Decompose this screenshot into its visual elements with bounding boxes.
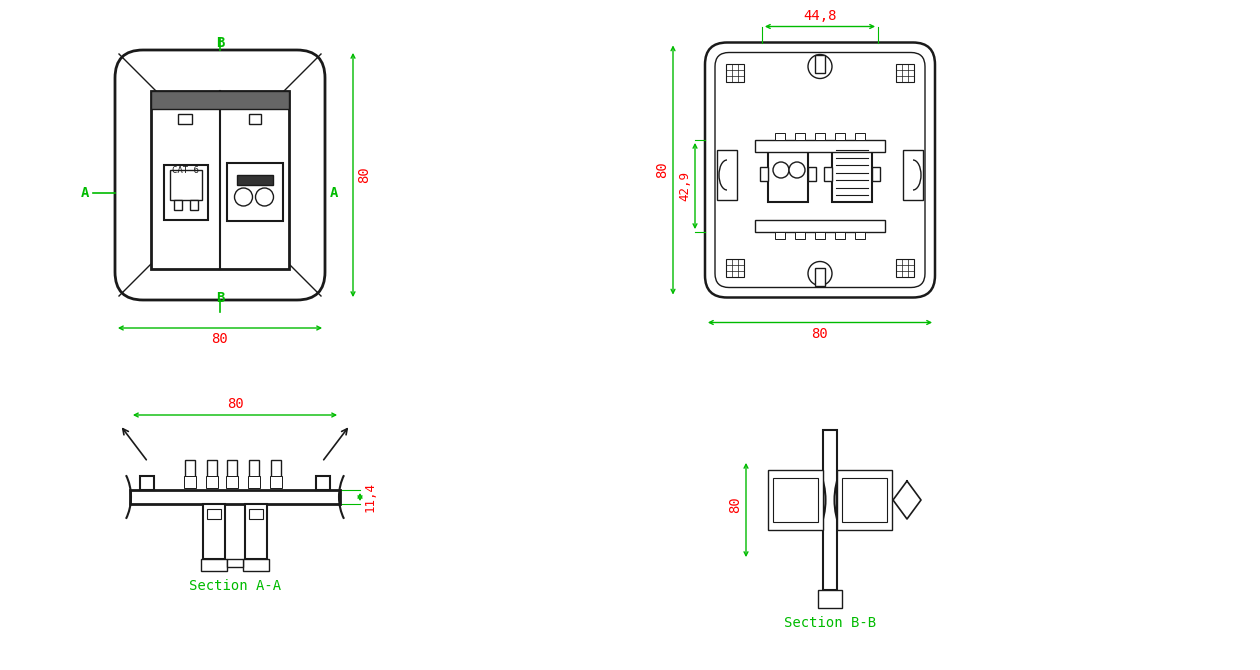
Text: CAT 6: CAT 6 — [171, 166, 198, 175]
Text: 44,8: 44,8 — [804, 9, 837, 23]
Bar — [775, 133, 785, 140]
Bar — [249, 460, 260, 478]
Bar — [856, 133, 866, 140]
Bar — [130, 490, 340, 504]
Bar — [151, 91, 289, 269]
Bar — [189, 200, 198, 210]
Bar — [170, 170, 202, 200]
Bar — [203, 504, 226, 559]
Bar — [755, 140, 885, 152]
Bar — [249, 509, 263, 519]
Bar — [205, 476, 218, 488]
Bar — [769, 470, 823, 530]
Text: 80: 80 — [811, 326, 828, 340]
Bar — [903, 150, 924, 200]
Circle shape — [808, 54, 832, 78]
Bar — [227, 163, 282, 221]
Bar — [896, 259, 913, 277]
Bar — [795, 133, 805, 140]
Text: 11,4: 11,4 — [364, 482, 377, 512]
Bar — [244, 504, 267, 559]
Text: @taepo.com: @taepo.com — [164, 147, 256, 163]
Text: 80: 80 — [728, 496, 742, 513]
Bar — [237, 175, 272, 185]
Bar — [872, 167, 879, 181]
Text: B: B — [215, 36, 224, 50]
Text: Section B-B: Section B-B — [784, 616, 876, 630]
Bar — [227, 460, 237, 478]
Bar — [316, 476, 330, 490]
Bar — [815, 232, 825, 239]
Bar — [755, 220, 885, 232]
Bar — [896, 64, 913, 82]
Text: Section A-A: Section A-A — [189, 579, 281, 593]
Bar — [207, 460, 217, 478]
FancyBboxPatch shape — [706, 42, 935, 297]
Bar — [207, 509, 220, 519]
Bar — [184, 476, 197, 488]
Bar — [140, 476, 154, 490]
Text: 80: 80 — [227, 397, 243, 411]
Bar — [818, 590, 842, 608]
Bar — [248, 476, 260, 488]
Circle shape — [234, 188, 252, 206]
Bar — [856, 232, 866, 239]
Circle shape — [789, 162, 805, 178]
Bar — [202, 559, 227, 571]
Bar — [174, 200, 181, 210]
Bar — [726, 64, 743, 82]
Bar — [775, 232, 785, 239]
Bar — [271, 460, 281, 478]
Bar — [227, 559, 243, 567]
Text: A: A — [330, 186, 339, 200]
Bar — [151, 91, 289, 109]
Bar — [815, 133, 825, 140]
Bar — [772, 478, 818, 522]
Bar — [835, 232, 845, 239]
Bar — [270, 476, 282, 488]
Bar — [823, 430, 837, 590]
Bar — [835, 133, 845, 140]
Bar — [795, 232, 805, 239]
FancyBboxPatch shape — [115, 50, 325, 300]
Text: 80: 80 — [655, 161, 669, 178]
Text: 80: 80 — [357, 167, 370, 184]
Bar — [769, 147, 808, 202]
Bar — [726, 259, 743, 277]
Text: 42,9: 42,9 — [678, 171, 690, 201]
Bar — [837, 470, 892, 530]
Bar — [815, 54, 825, 72]
Bar — [824, 167, 832, 181]
Bar — [248, 114, 261, 124]
Bar — [842, 478, 887, 522]
Bar — [815, 267, 825, 285]
FancyBboxPatch shape — [714, 52, 925, 287]
Bar — [178, 114, 192, 124]
Bar — [164, 165, 208, 220]
Bar — [243, 559, 268, 571]
Circle shape — [808, 261, 832, 285]
Bar — [808, 167, 816, 181]
Text: @taepo.com: @taepo.com — [785, 182, 876, 198]
Bar — [185, 460, 195, 478]
Bar — [760, 167, 769, 181]
Bar — [226, 476, 238, 488]
Text: A: A — [81, 186, 89, 200]
Text: 80: 80 — [212, 332, 228, 346]
Circle shape — [772, 162, 789, 178]
Bar — [717, 150, 737, 200]
Bar — [832, 147, 872, 202]
Text: B: B — [215, 291, 224, 305]
Circle shape — [256, 188, 273, 206]
